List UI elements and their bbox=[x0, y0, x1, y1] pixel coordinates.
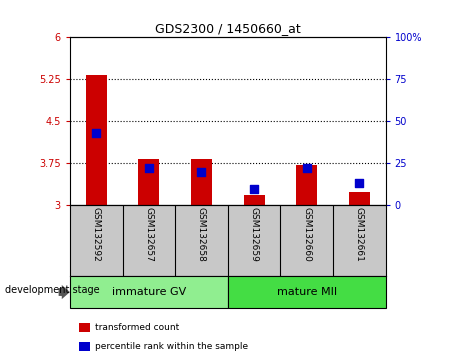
Bar bbox=[191, 159, 212, 205]
Bar bbox=[296, 165, 317, 205]
Text: development stage: development stage bbox=[5, 285, 99, 295]
Text: GSM132658: GSM132658 bbox=[197, 207, 206, 262]
Point bbox=[92, 130, 100, 136]
Bar bbox=[349, 192, 370, 205]
Bar bbox=[138, 159, 159, 205]
Point bbox=[250, 186, 258, 192]
Text: GSM132661: GSM132661 bbox=[355, 207, 364, 262]
Text: GSM132659: GSM132659 bbox=[249, 207, 258, 262]
Title: GDS2300 / 1450660_at: GDS2300 / 1450660_at bbox=[155, 22, 301, 35]
Text: mature MII: mature MII bbox=[276, 287, 337, 297]
Text: GSM132660: GSM132660 bbox=[302, 207, 311, 262]
Text: transformed count: transformed count bbox=[95, 323, 179, 332]
Bar bbox=[70, 276, 228, 308]
Point bbox=[198, 169, 205, 175]
Text: GSM132592: GSM132592 bbox=[92, 207, 101, 262]
Point bbox=[145, 166, 152, 171]
Point bbox=[356, 181, 363, 186]
Bar bbox=[244, 195, 265, 205]
Text: immature GV: immature GV bbox=[112, 287, 186, 297]
Bar bbox=[86, 75, 107, 205]
Text: percentile rank within the sample: percentile rank within the sample bbox=[95, 342, 248, 352]
Text: GSM132657: GSM132657 bbox=[144, 207, 153, 262]
Bar bbox=[228, 276, 386, 308]
Point bbox=[303, 166, 310, 171]
